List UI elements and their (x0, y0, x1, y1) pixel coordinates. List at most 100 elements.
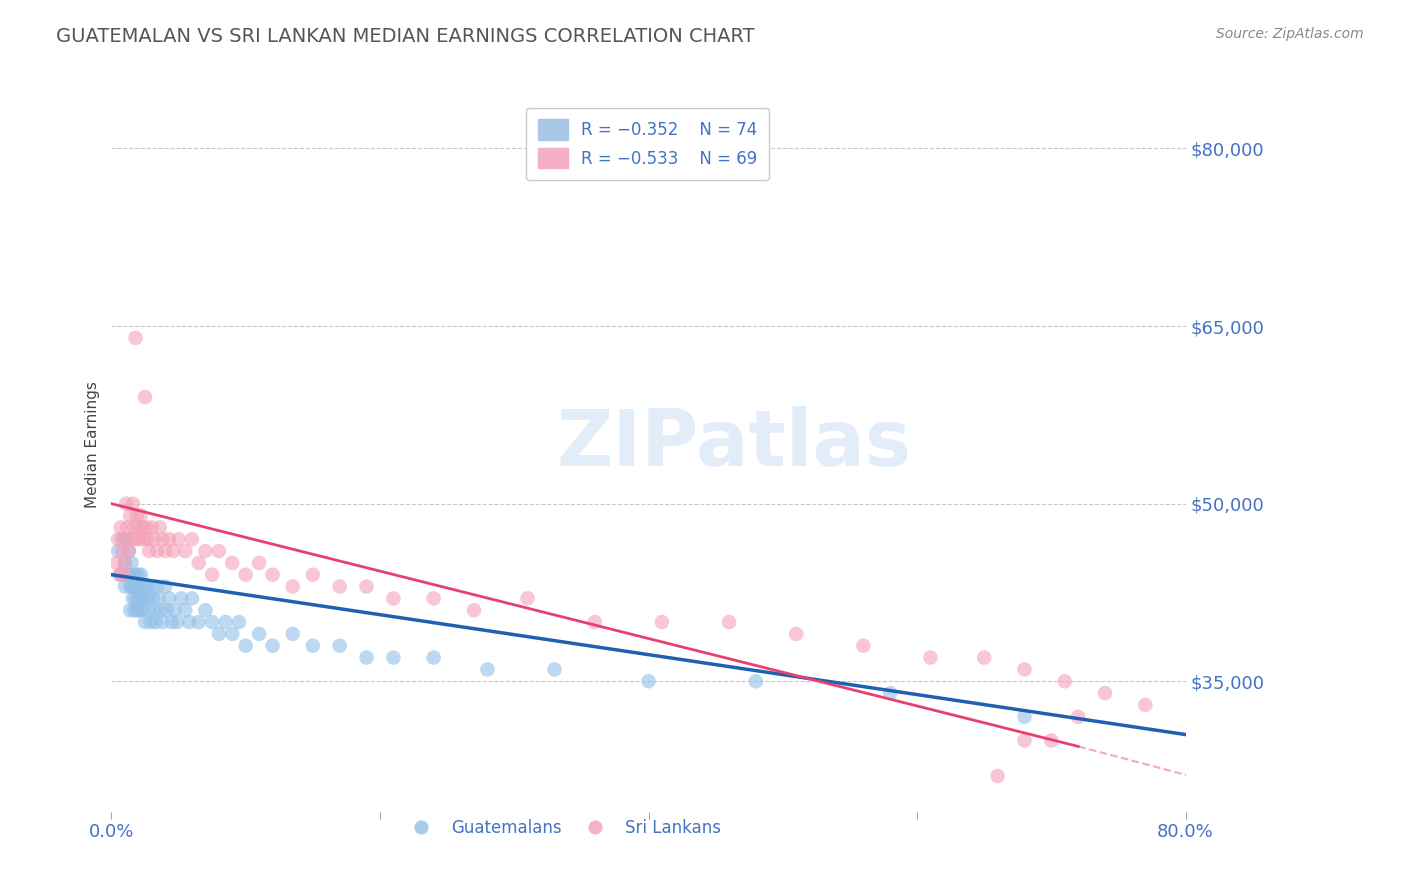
Point (785, 627, 807, 641)
Point (125, 580, 148, 594)
Point (152, 615, 174, 629)
Point (148, 591, 170, 606)
Point (382, 591, 405, 606)
Point (228, 615, 250, 629)
Point (142, 591, 165, 606)
Point (111, 532, 134, 546)
Y-axis label: Median Earnings: Median Earnings (86, 381, 100, 508)
Point (124, 532, 146, 546)
Point (194, 603, 217, 617)
Point (1067, 710, 1090, 724)
Point (162, 544, 184, 558)
Point (920, 650, 942, 665)
Point (131, 603, 153, 617)
Point (122, 580, 145, 594)
Point (125, 603, 148, 617)
Point (208, 627, 231, 641)
Point (107, 532, 129, 546)
Point (122, 567, 145, 582)
Point (135, 520, 157, 534)
Point (235, 567, 257, 582)
Point (118, 544, 141, 558)
Point (128, 580, 150, 594)
Point (181, 591, 204, 606)
Point (247, 556, 270, 570)
Point (114, 532, 136, 546)
Point (1040, 733, 1063, 747)
Point (356, 650, 378, 665)
Point (382, 650, 405, 665)
Point (105, 556, 128, 570)
Point (187, 615, 209, 629)
Point (208, 544, 231, 558)
Point (134, 390, 156, 404)
Point (463, 603, 485, 617)
Point (121, 580, 143, 594)
Point (1014, 662, 1036, 676)
Point (132, 532, 155, 546)
Point (134, 615, 156, 629)
Point (201, 567, 224, 582)
Text: GUATEMALAN VS SRI LANKAN MEDIAN EARNINGS CORRELATION CHART: GUATEMALAN VS SRI LANKAN MEDIAN EARNINGS… (56, 27, 755, 45)
Point (221, 556, 243, 570)
Point (110, 567, 132, 582)
Point (477, 662, 499, 676)
Point (146, 580, 169, 594)
Point (111, 544, 134, 558)
Point (356, 580, 378, 594)
Point (143, 603, 166, 617)
Point (135, 580, 157, 594)
Point (141, 520, 163, 534)
Point (167, 532, 190, 546)
Point (112, 567, 135, 582)
Point (170, 591, 193, 606)
Point (127, 591, 149, 606)
Point (651, 615, 673, 629)
Point (120, 580, 142, 594)
Point (329, 639, 352, 653)
Point (329, 580, 352, 594)
Point (281, 580, 304, 594)
Point (149, 520, 172, 534)
Point (122, 603, 145, 617)
Point (174, 544, 197, 558)
Point (166, 615, 188, 629)
Point (146, 544, 169, 558)
Point (987, 769, 1010, 783)
Point (120, 603, 142, 617)
Point (114, 556, 136, 570)
Point (110, 520, 132, 534)
Point (117, 567, 139, 582)
Point (139, 615, 162, 629)
Text: ZIPatlas: ZIPatlas (557, 407, 912, 483)
Point (150, 603, 173, 617)
Point (181, 532, 204, 546)
Point (301, 567, 323, 582)
Point (124, 591, 146, 606)
Point (143, 532, 166, 546)
Point (115, 532, 138, 546)
Point (122, 591, 145, 606)
Point (516, 591, 538, 606)
Point (128, 603, 150, 617)
Point (125, 508, 148, 523)
Point (131, 520, 153, 534)
Point (179, 615, 201, 629)
Point (247, 627, 270, 641)
Point (262, 639, 284, 653)
Point (163, 603, 186, 617)
Point (281, 627, 304, 641)
Point (129, 508, 152, 523)
Point (160, 615, 183, 629)
Point (422, 591, 444, 606)
Point (235, 639, 257, 653)
Point (136, 532, 159, 546)
Point (122, 497, 145, 511)
Point (138, 544, 160, 558)
Point (1014, 710, 1036, 724)
Point (174, 603, 197, 617)
Legend: Guatemalans, Sri Lankans: Guatemalans, Sri Lankans (398, 813, 727, 844)
Point (138, 603, 160, 617)
Point (121, 556, 143, 570)
Point (745, 674, 768, 689)
